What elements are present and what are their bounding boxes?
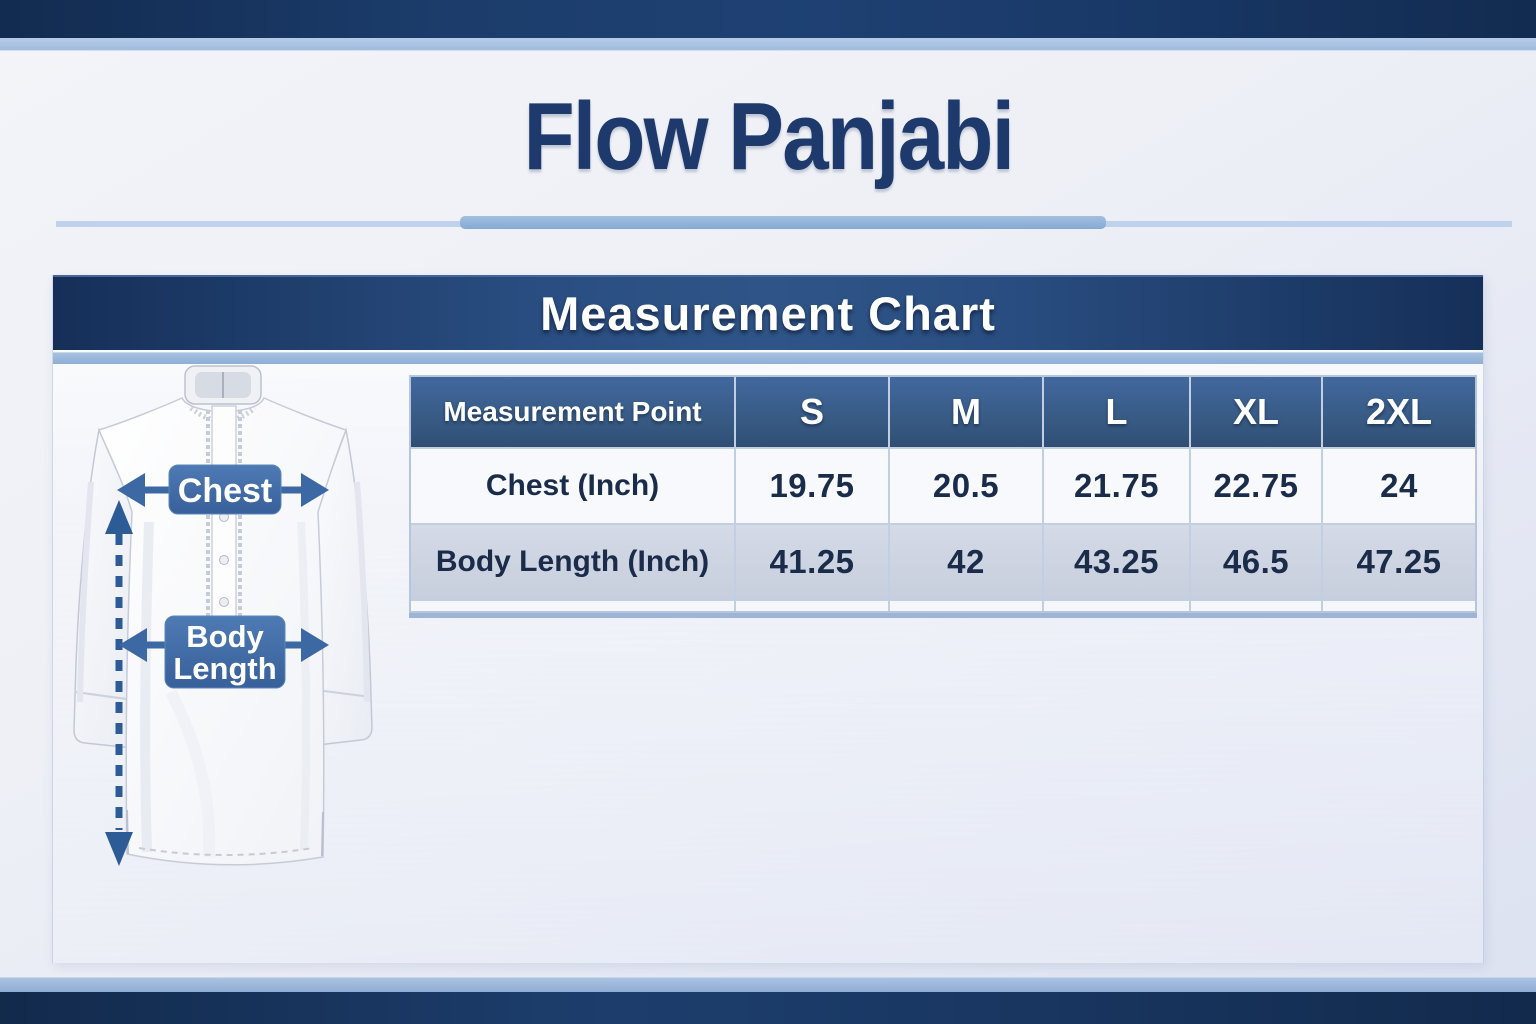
section-header-bar: Measurement Chart — [53, 275, 1483, 350]
body-length-value-m: 42 — [890, 525, 1042, 599]
body-length-arrow: Body Length — [119, 615, 329, 689]
chest-label: Chest — [178, 472, 272, 510]
body-length-label-line1: Body — [186, 619, 264, 654]
body-length-value-xl: 46.5 — [1191, 525, 1321, 599]
col-header-m: M — [890, 377, 1042, 447]
measurement-panel: Measurement Chart — [52, 275, 1484, 963]
chest-value-xl: 22.75 — [1191, 449, 1321, 523]
page-title-text: Flow Panjabi — [523, 83, 1014, 190]
body-length-value-s: 41.25 — [736, 525, 888, 599]
chest-value-l: 21.75 — [1044, 449, 1189, 523]
table-bottom-strip — [409, 613, 1477, 618]
col-header-s: S — [736, 377, 888, 447]
title-divider-accent — [460, 216, 1106, 229]
top-frame-bar — [0, 0, 1536, 38]
section-title: Measurement Chart — [540, 287, 996, 340]
col-header-measurement-point: Measurement Point — [411, 377, 734, 447]
measurement-table: Measurement Point S M L XL 2XL Chest (In… — [409, 375, 1477, 618]
section-header-strip — [53, 352, 1483, 364]
size-table-grid: Measurement Point S M L XL 2XL Chest (In… — [409, 375, 1477, 613]
panjabi-illustration: Chest Body Length — [73, 365, 373, 866]
top-frame-strip — [0, 38, 1536, 51]
kurta-collar-placket — [184, 365, 262, 666]
body-length-value-l: 43.25 — [1044, 525, 1189, 599]
body-length-measure-line — [105, 500, 133, 866]
table-footer-spacer — [411, 601, 734, 611]
chest-value-m: 20.5 — [890, 449, 1042, 523]
bottom-frame-strip — [0, 977, 1536, 992]
chest-value-s: 19.75 — [736, 449, 888, 523]
bottom-frame-bar — [0, 992, 1536, 1024]
col-header-xl: XL — [1191, 377, 1321, 447]
page-title: Flow Panjabi — [0, 82, 1536, 192]
chest-value-2xl: 24 — [1323, 449, 1475, 523]
col-header-2xl: 2XL — [1323, 377, 1475, 447]
row-label-body-length: Body Length (Inch) — [411, 525, 734, 599]
col-header-l: L — [1044, 377, 1189, 447]
body-length-value-2xl: 47.25 — [1323, 525, 1475, 599]
row-label-chest: Chest (Inch) — [411, 449, 734, 523]
body-length-label-line2: Length — [173, 651, 276, 686]
chest-arrow: Chest — [117, 464, 329, 515]
